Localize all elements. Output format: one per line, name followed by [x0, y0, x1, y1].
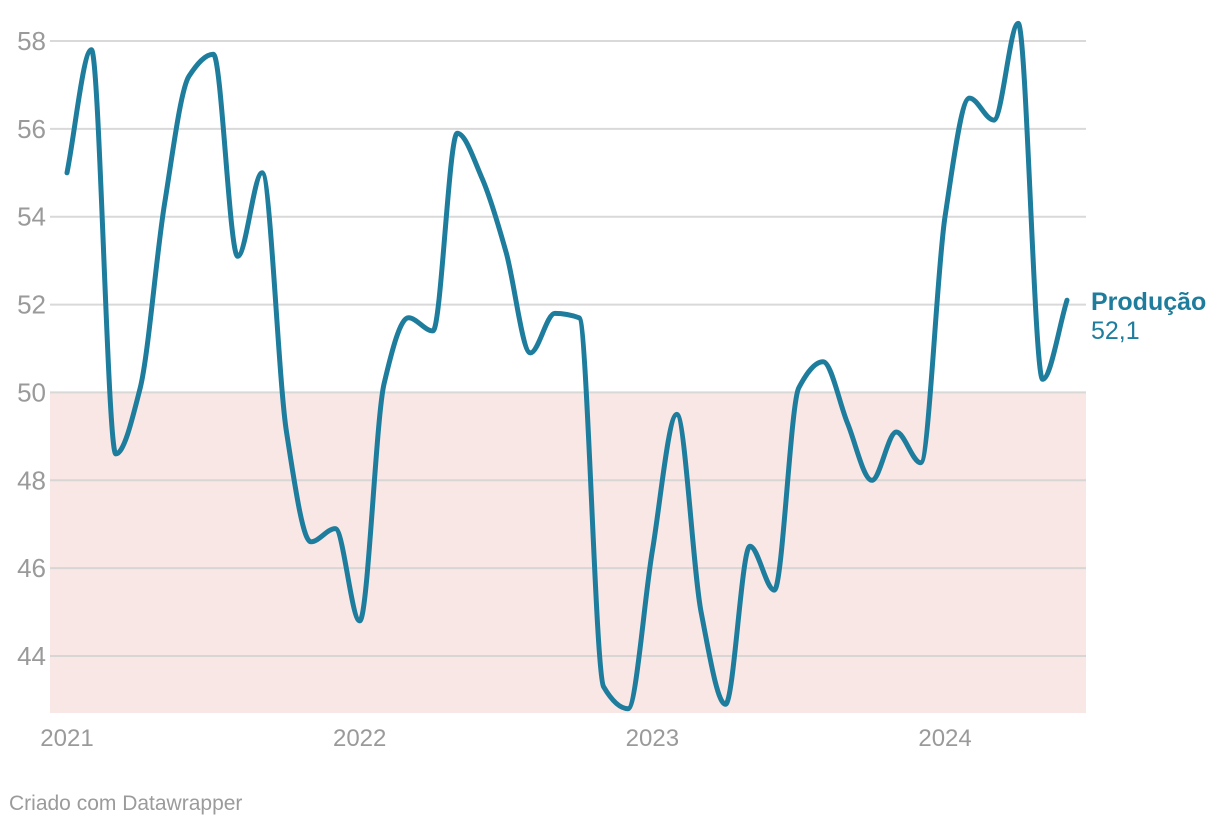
- datawrapper-link[interactable]: Datawrapper: [122, 792, 243, 815]
- series-label: Produção: [1091, 288, 1207, 316]
- line-chart-canvas: 58 56 54 52 50 48 46 44 2021 2022 2023 2024: [17, 20, 1086, 752]
- series-last-value: 52,1: [1091, 317, 1140, 345]
- y-tick-label: 58: [17, 26, 46, 56]
- x-tick-label: 2023: [626, 725, 679, 752]
- x-tick-label: 2021: [40, 725, 93, 752]
- series-label-group: Produção 52,1: [1091, 288, 1206, 346]
- y-tick-label: 54: [17, 202, 46, 232]
- y-tick-label: 46: [17, 553, 46, 583]
- y-tick-label: 44: [17, 641, 46, 671]
- attribution-prefix: Criado com: [9, 792, 123, 815]
- x-tick-label: 2022: [333, 725, 386, 752]
- attribution: Criado com Datawrapper: [9, 792, 242, 816]
- contraction-zone: [50, 392, 1086, 713]
- y-tick-label: 52: [17, 290, 46, 320]
- y-tick-label: 48: [17, 465, 46, 495]
- y-tick-label: 56: [17, 114, 46, 144]
- production-line: [64, 20, 1070, 712]
- y-tick-label: 50: [17, 377, 46, 407]
- x-tick-label: 2024: [918, 725, 971, 752]
- pmi-production-line-chart: 58 56 54 52 50 48 46 44 2021 2022 2023 2024: [17, 20, 1086, 752]
